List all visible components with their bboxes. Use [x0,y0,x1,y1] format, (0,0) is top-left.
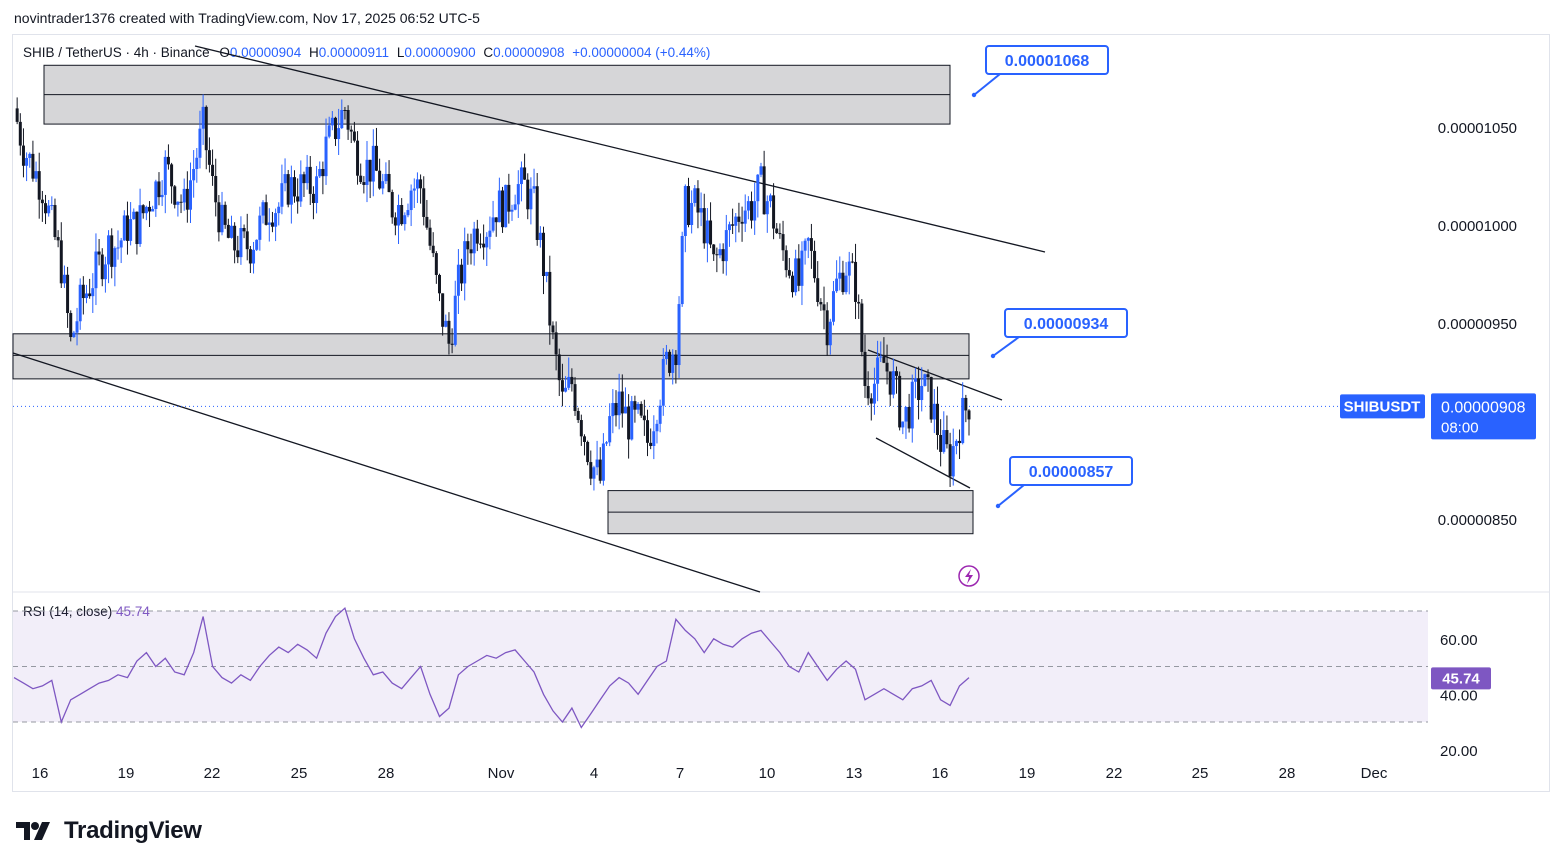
open-value: 0.00000904 [229,45,302,60]
rsi-legend-value: 45.74 [116,604,150,619]
symbol-legend: SHIB / TetherUS · 4h · Binance O0.000009… [23,45,710,60]
symbol-title[interactable]: SHIB / TetherUS · 4h · Binance [23,45,210,60]
rsi-legend[interactable]: RSI (14, close) 45.74 [23,604,150,619]
change-value: +0.00000004 (+0.44%) [572,45,711,60]
high-value: 0.00000911 [318,45,390,60]
chart-caption: novintrader1376 created with TradingView… [14,10,480,26]
tradingview-wordmark: TradingView [64,817,202,844]
rsi-label: RSI (14, close) [23,604,113,619]
close-label: C [483,45,494,60]
open-label: O [219,45,230,60]
close-value: 0.00000908 [493,45,565,60]
low-value: 0.00000900 [404,45,476,60]
tradingview-logo-icon [16,822,50,840]
tradingview-logo[interactable]: TradingView [16,817,202,845]
high-label: H [308,45,319,60]
chart-frame [12,34,1550,792]
